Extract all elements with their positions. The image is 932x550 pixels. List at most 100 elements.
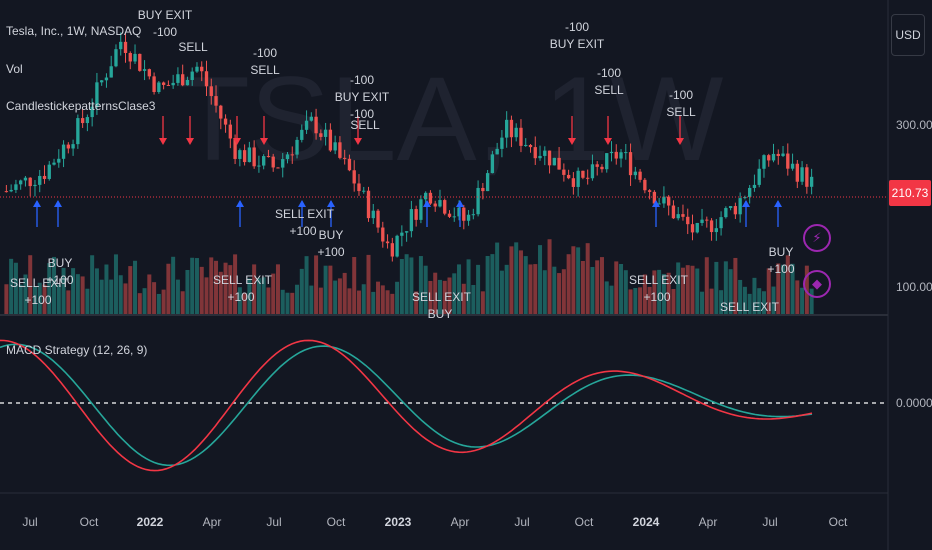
trade-label: BUY bbox=[768, 245, 794, 259]
candle-body bbox=[590, 164, 595, 179]
volume-bar bbox=[695, 268, 700, 314]
volume-bar bbox=[585, 243, 590, 314]
candle-body bbox=[381, 227, 385, 242]
volume-bar bbox=[209, 257, 214, 314]
candle-body bbox=[133, 53, 137, 62]
volume-bar bbox=[113, 254, 118, 314]
candle-body bbox=[700, 219, 704, 223]
candle-body bbox=[671, 205, 676, 219]
candle-body bbox=[514, 127, 518, 138]
volume-bar bbox=[552, 266, 557, 314]
trade-label: SELL EXIT bbox=[213, 273, 272, 287]
volume-bar bbox=[218, 271, 223, 314]
pattern-indicator-label[interactable]: CandlestickepatternsClase3 bbox=[6, 99, 156, 113]
trade-label: -100 bbox=[252, 46, 278, 60]
candle-body bbox=[719, 217, 723, 229]
candle-body bbox=[690, 224, 695, 233]
trade-label: SELL bbox=[594, 83, 624, 97]
volume-bar bbox=[80, 276, 85, 314]
trade-label: -100 bbox=[152, 25, 178, 39]
volume-bar bbox=[23, 274, 28, 314]
candle-body bbox=[490, 154, 495, 174]
candle-body bbox=[633, 171, 637, 176]
candle-body bbox=[609, 151, 614, 154]
candle-body bbox=[757, 168, 761, 185]
volume-bar bbox=[661, 273, 666, 314]
candle-body bbox=[705, 219, 709, 221]
candle-body bbox=[247, 147, 252, 163]
volume-bar bbox=[723, 261, 728, 314]
volume-bar bbox=[123, 283, 128, 314]
candle-body bbox=[562, 169, 566, 175]
time-tick-label: Oct bbox=[828, 515, 848, 529]
trade-label: BUY bbox=[427, 307, 453, 321]
candle-body bbox=[119, 41, 123, 50]
volume-bar bbox=[356, 290, 361, 314]
candle-body bbox=[347, 158, 352, 171]
candle-body bbox=[733, 206, 738, 215]
candle-body bbox=[600, 166, 604, 170]
volume-bar bbox=[128, 266, 133, 314]
volume-bar bbox=[595, 260, 600, 314]
candle-body bbox=[38, 175, 42, 185]
candle-body bbox=[500, 137, 504, 149]
candle-body bbox=[628, 152, 633, 176]
candle-body bbox=[433, 203, 437, 207]
volume-bar bbox=[247, 278, 252, 314]
volume-bar bbox=[109, 279, 114, 314]
buy-arrowhead bbox=[54, 200, 62, 207]
volume-indicator-label[interactable]: Vol bbox=[6, 62, 23, 76]
volume-bar bbox=[800, 287, 805, 314]
volume-bar bbox=[457, 264, 462, 314]
candle-body bbox=[409, 209, 414, 232]
candle-body bbox=[352, 170, 356, 184]
candle-body bbox=[171, 82, 175, 86]
candle-body bbox=[152, 76, 156, 93]
candle-body bbox=[748, 187, 752, 198]
candle-body bbox=[304, 120, 309, 130]
volume-bar bbox=[633, 288, 638, 314]
volume-bar bbox=[685, 265, 690, 314]
lightning-icon[interactable]: ⚡ bbox=[803, 224, 831, 252]
candle-body bbox=[23, 177, 28, 181]
volume-bar bbox=[152, 282, 157, 314]
volume-bar bbox=[495, 242, 500, 314]
candle-body bbox=[428, 192, 433, 204]
candle-body bbox=[586, 177, 590, 179]
candle-body bbox=[200, 66, 204, 72]
candle-body bbox=[300, 129, 304, 140]
macd-pane-title[interactable]: MACD Strategy (12, 26, 9) bbox=[6, 343, 148, 357]
candle-body bbox=[681, 214, 685, 217]
candle-body bbox=[809, 176, 814, 187]
candle-body bbox=[333, 142, 337, 151]
last-price-badge: 210.73 bbox=[889, 180, 931, 206]
candle-body bbox=[643, 179, 647, 191]
candle-body bbox=[595, 164, 599, 167]
trade-label: SELL EXIT bbox=[275, 207, 334, 221]
diamond-icon[interactable]: ◆ bbox=[803, 270, 831, 298]
candle-body bbox=[538, 155, 542, 159]
volume-bar bbox=[728, 269, 733, 314]
volume-bar bbox=[9, 258, 14, 314]
volume-bar bbox=[614, 261, 619, 314]
volume-bar bbox=[409, 257, 414, 314]
candle-body bbox=[638, 171, 642, 180]
candle-body bbox=[786, 153, 790, 169]
candle-body bbox=[543, 150, 547, 156]
trade-label: +100 bbox=[317, 245, 345, 259]
volume-bar bbox=[37, 282, 42, 314]
volume-bar bbox=[638, 287, 643, 314]
sell-arrowhead bbox=[186, 138, 194, 145]
candle-body bbox=[338, 142, 342, 158]
sell-arrowhead bbox=[676, 138, 684, 145]
time-tick-label: Jul bbox=[762, 515, 778, 529]
volume-bar bbox=[752, 277, 757, 314]
volume-bar bbox=[733, 257, 738, 314]
currency-button[interactable]: USD bbox=[891, 14, 925, 56]
candle-body bbox=[181, 74, 185, 86]
volume-bar bbox=[175, 279, 180, 314]
symbol-title[interactable]: Tesla, Inc., 1W, NASDAQ bbox=[6, 24, 142, 38]
volume-bar bbox=[538, 245, 543, 314]
candle-body bbox=[185, 79, 190, 86]
